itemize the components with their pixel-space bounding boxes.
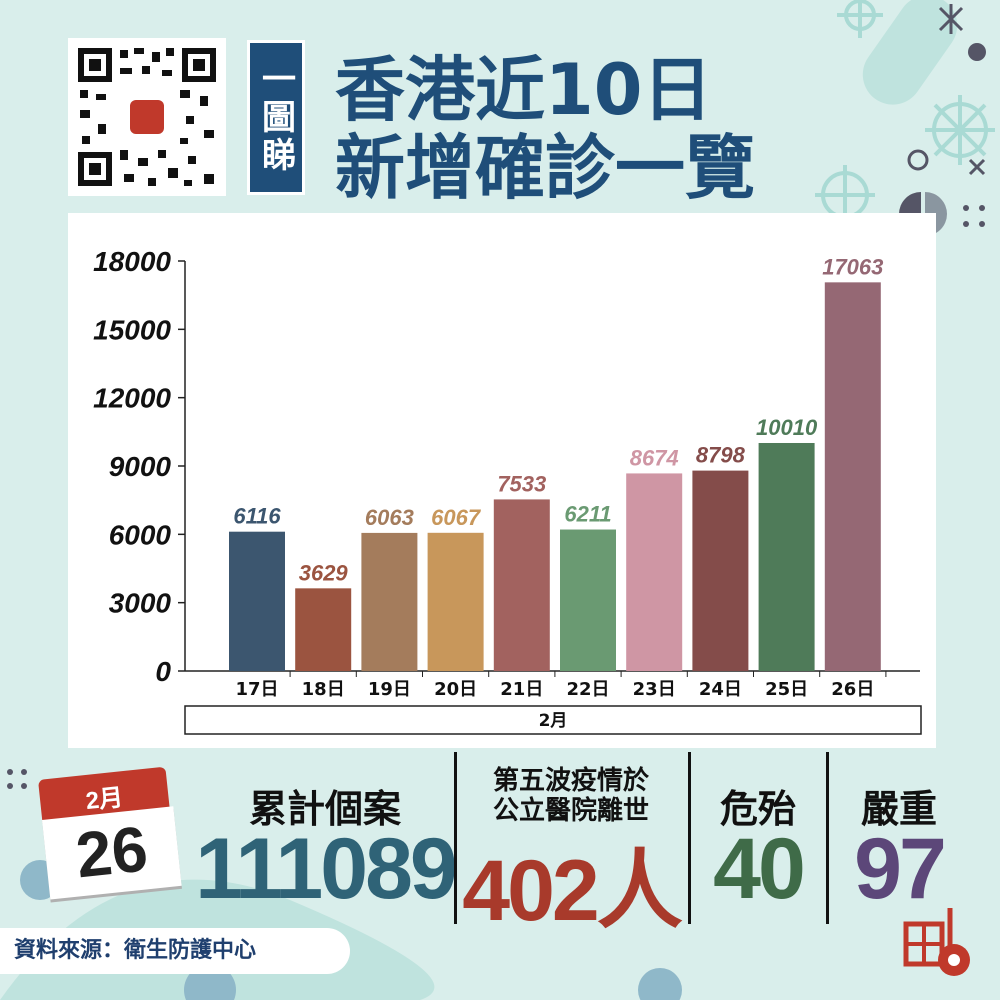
bar-value-label: 7533 xyxy=(497,471,546,496)
bar-value-label: 6067 xyxy=(431,505,482,530)
bar xyxy=(758,442,815,671)
x-tick-label: 24日 xyxy=(699,679,742,700)
calendar-day: 26 xyxy=(72,812,151,892)
x-tick-label: 26日 xyxy=(831,679,874,700)
stat-cumulative-label: 累計個案 xyxy=(248,787,401,831)
page-title-line1: 香港近10日 xyxy=(335,49,713,131)
x-tick-label: 18日 xyxy=(302,679,345,700)
x-tick-label: 25日 xyxy=(765,679,808,700)
source-text: 資料來源：衛生防護中心 xyxy=(14,938,257,963)
y-tick-label: 6000 xyxy=(109,519,172,550)
stat-critical-value: 40 xyxy=(713,821,806,917)
stat-deaths-label: 第五波疫情於 公立醫院離世 xyxy=(492,766,649,826)
bar xyxy=(361,532,418,671)
bar xyxy=(295,588,352,671)
x-group-box xyxy=(184,705,922,735)
bar-value-label: 10010 xyxy=(756,415,818,440)
y-tick-label: 12000 xyxy=(93,383,171,414)
bar xyxy=(824,282,881,671)
x-tick-label: 19日 xyxy=(368,679,411,700)
stat-cumulative-value: 111089 xyxy=(195,821,457,917)
x-tick-label: 23日 xyxy=(633,679,676,700)
page-title-line2: 新增確診一覽 xyxy=(335,127,755,209)
stat-divider xyxy=(454,752,457,924)
stat-serious-value: 97 xyxy=(854,821,947,917)
stat-divider xyxy=(688,752,691,924)
y-tick-label: 9000 xyxy=(109,451,172,482)
bar xyxy=(560,529,616,671)
y-tick-label: 3000 xyxy=(109,588,172,619)
x-tick-label: 21日 xyxy=(500,679,543,700)
qr-code[interactable] xyxy=(68,38,226,196)
bar-value-label: 3629 xyxy=(299,560,349,585)
bar xyxy=(626,473,683,671)
x-tick-label: 20日 xyxy=(434,679,477,700)
title-tag: 一圖睇 xyxy=(247,40,305,195)
qr-code-pattern xyxy=(78,48,216,186)
brand-logo-icon xyxy=(903,908,970,976)
bar xyxy=(229,531,285,671)
y-tick-label: 15000 xyxy=(93,314,171,345)
x-tick-label: 17日 xyxy=(235,679,278,700)
stat-serious-label: 嚴重 xyxy=(860,787,937,831)
bar xyxy=(493,499,550,671)
stat-deaths-value: 402人 xyxy=(462,843,683,939)
y-tick-label: 18000 xyxy=(93,246,171,277)
x-tick-label: 22日 xyxy=(566,679,609,700)
bar-value-label: 17063 xyxy=(822,254,883,279)
bar xyxy=(427,532,484,671)
y-tick-label: 0 xyxy=(155,656,171,687)
calendar-page: 26 xyxy=(42,806,182,900)
bar-value-label: 8674 xyxy=(630,445,679,470)
bar-value-label: 6063 xyxy=(365,505,414,530)
bar-value-label: 6211 xyxy=(564,502,611,527)
title-tag-text: 一圖睇 xyxy=(255,60,296,175)
source-badge: 資料來源：衛生防護中心 xyxy=(0,928,350,974)
qr-logo xyxy=(124,94,170,140)
bar-value-label: 8798 xyxy=(696,443,746,468)
x-group-label: 2月 xyxy=(539,711,568,731)
stat-divider xyxy=(826,752,829,924)
stat-critical-label: 危殆 xyxy=(719,787,796,831)
calendar-icon: 2月 26 xyxy=(30,766,182,908)
bar xyxy=(692,470,749,671)
bar-chart: 0 3000 6000 9000 12000 15000 18000 6116 17日 3629 1… xyxy=(93,246,922,735)
bar-value-label: 6116 xyxy=(233,504,281,529)
chart-panel: 0 3000 6000 9000 12000 15000 18000 6116 17日 3629 1… xyxy=(68,213,936,748)
